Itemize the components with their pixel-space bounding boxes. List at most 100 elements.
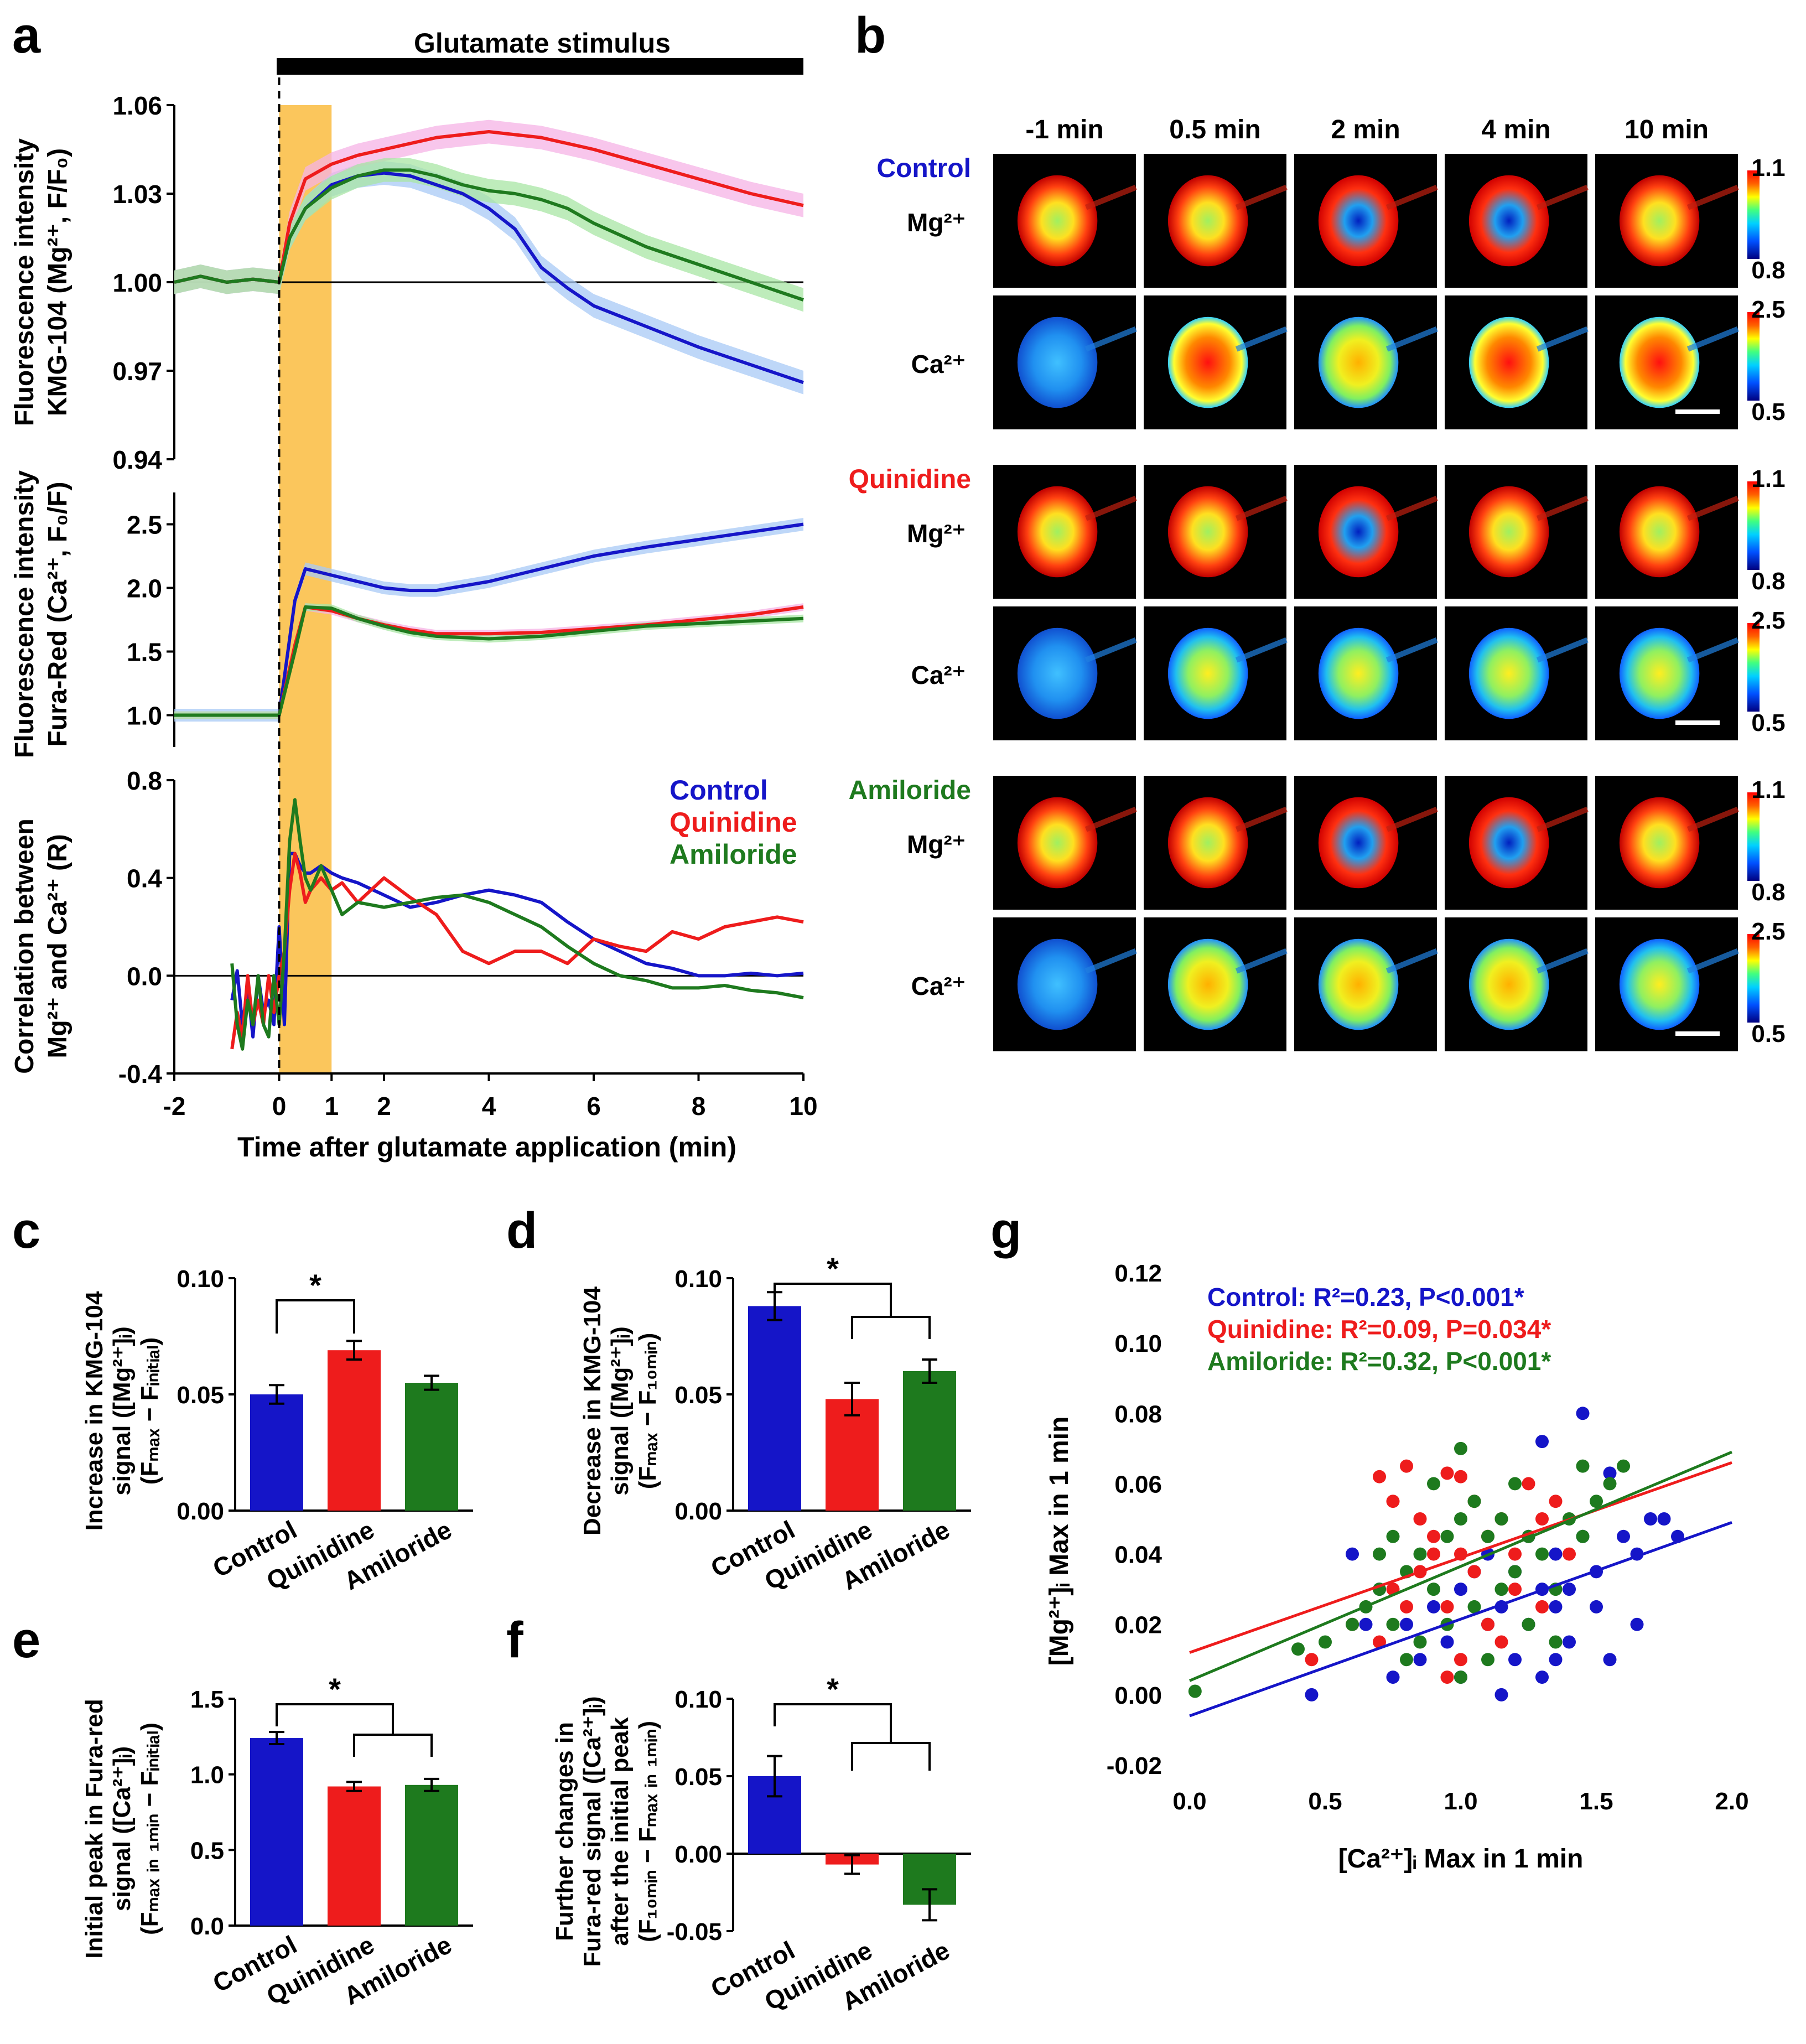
x-tick-label: 6 [587,1092,601,1120]
group-label-control: Control [876,154,971,183]
colorbar-max: 2.5 [1751,607,1785,634]
cell-soma [1167,938,1248,1030]
neurite [1084,806,1137,832]
significance-bracket-inner [851,1742,931,1771]
y-tick-label: 0.12 [1114,1260,1162,1287]
y-axis-label: (Fₘₐₓ − F₁₀ₘᵢₙ) [634,1333,661,1490]
amiloride-sem-band [174,158,803,312]
colorbar-max: 2.5 [1751,296,1785,323]
quinidine-point [1535,1512,1549,1526]
control-point [1563,1583,1576,1596]
amiloride-fit-line [1189,1450,1732,1682]
y-tick-label: 0.00 [1114,1682,1162,1709]
quinidine-point [1427,1529,1440,1543]
time-label: 2 min [1331,115,1400,144]
colorbar-min: 0.5 [1751,398,1785,426]
colorbar-max: 1.1 [1751,154,1785,181]
control-point [1549,1600,1563,1614]
cell-soma [1017,317,1098,408]
bar-control [250,1738,303,1926]
panel-letter-f: f [506,1612,523,1668]
cell-soma [1318,317,1399,408]
control-point [1386,1671,1400,1684]
amiloride-point [1373,1547,1386,1561]
control-sem-band [174,518,803,722]
amiloride-point [1427,1583,1440,1596]
amiloride-point [1508,1477,1522,1491]
y-axis-label: Fura-red signal ([Ca²⁺]ᵢ) [579,1696,606,1967]
amiloride-point [1494,1512,1508,1526]
colorbar-max: 1.1 [1751,465,1785,492]
amiloride-sem-band [174,603,803,719]
amiloride-point [1454,1441,1467,1455]
cell-soma [1619,175,1700,267]
panel-a-ylabel-1a: Fluorescence intensity [10,138,39,426]
control-point [1359,1617,1373,1631]
cell-soma [1017,938,1098,1030]
significance-bracket [276,1299,355,1334]
mg-row-label: Mg²⁺ [907,208,966,237]
x-tick-label: 10 [789,1092,817,1120]
x-tick-label: 1.0 [1444,1788,1477,1815]
y-axis-label: (Fₘₐₓ − Fᵢₙᵢₜᵢₐₗ) [136,1337,163,1485]
ca-row-label: Ca²⁺ [911,972,966,1000]
quinidine-point [1494,1635,1508,1649]
panel-letter-b: b [855,7,886,64]
quinidine-point [1454,1653,1467,1667]
amiloride-line [174,605,804,717]
quinidine-point [1400,1459,1413,1473]
cell-soma [1468,317,1549,408]
cell-soma [1318,797,1399,889]
neurite [1686,495,1739,521]
neurite [1536,326,1589,352]
panel-letter-c: c [12,1202,40,1259]
neurite [1385,806,1438,832]
neurite [1536,184,1589,210]
panel-a-ylabel-1b: KMG-104 (Mg²⁺, F/F₀) [43,148,72,416]
time-label: 0.5 min [1169,115,1260,144]
cell-soma [1619,627,1700,719]
significance-star: * [827,1672,839,1706]
amiloride-point [1188,1684,1202,1698]
neurite [1385,326,1438,352]
colorbar-max: 1.1 [1751,776,1785,803]
control-sem-band [174,161,803,395]
amiloride-point [1413,1635,1427,1649]
amiloride-point [1291,1642,1305,1656]
control-point [1346,1547,1359,1561]
significance-star: * [309,1268,321,1303]
amiloride-point [1400,1653,1413,1667]
quinidine-point [1413,1512,1427,1526]
quinidine-point [1481,1617,1494,1631]
y-tick-label: 0.05 [177,1382,224,1409]
control-fit-line [1189,1521,1732,1718]
panel-a-ylabel-3b: Mg²⁺ and Ca²⁺ (R) [43,834,72,1058]
amiloride-point [1467,1600,1481,1614]
amiloride-point [1576,1529,1590,1543]
cell-soma [1619,486,1700,578]
cell-soma [1167,317,1248,408]
control-point [1454,1583,1467,1596]
neurite [1084,495,1137,521]
x-tick-label: 1.5 [1579,1788,1613,1815]
y-tick-label: 0.08 [1114,1400,1162,1428]
bar-control [250,1394,303,1511]
y-tick-label: 2.5 [127,511,162,539]
cell-soma [1318,938,1399,1030]
quinidine-point [1386,1495,1400,1508]
y-axis-label: signal ([Ca²⁺]ᵢ) [108,1746,136,1911]
control-point [1535,1671,1549,1684]
neurite [1536,495,1589,521]
y-tick-label: 0.0 [127,962,162,990]
neurite [1686,326,1739,352]
cell-soma [1017,175,1098,267]
x-tick-label: -2 [163,1092,186,1120]
y-tick-label: 0.97 [112,357,162,386]
control-point [1494,1688,1508,1701]
y-axis-label: Initial peak in Fura-red [81,1699,108,1958]
significance-bracket-outer [276,1703,394,1735]
neurite [1686,806,1739,832]
panel-letter-d: d [506,1202,537,1259]
neurite [1536,637,1589,663]
